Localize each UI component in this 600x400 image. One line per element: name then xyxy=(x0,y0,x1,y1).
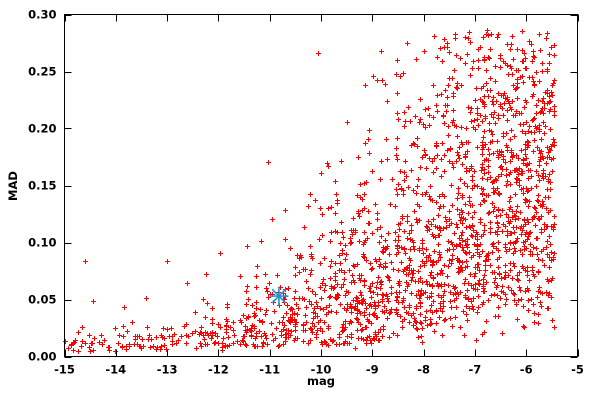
x-tick-labels: -15 -14 -13 -12 -11 -10 -9 -8 -7 -6 -5 xyxy=(54,363,584,377)
x-axis-title: mag xyxy=(307,374,335,388)
x-tick-label: -8 xyxy=(417,363,430,377)
x-tick-label: -6 xyxy=(520,363,533,377)
y-tick-label: 0.30 xyxy=(28,8,56,22)
tick-marks-layer xyxy=(64,14,580,359)
highlight-star-marker xyxy=(269,286,289,306)
y-tick-labels: 0.00 0.05 0.10 0.15 0.20 0.25 0.30 xyxy=(28,8,56,364)
x-tick-label: -5 xyxy=(571,363,584,377)
x-tick-label: -15 xyxy=(54,363,75,377)
scatter-points-red xyxy=(63,28,557,354)
x-tick-label: -7 xyxy=(469,363,482,377)
x-tick-label: -9 xyxy=(366,363,379,377)
data-points-layer xyxy=(63,28,557,354)
y-tick-label: 0.20 xyxy=(28,122,56,136)
x-tick-label: -10 xyxy=(311,363,332,377)
y-tick-label: 0.10 xyxy=(28,236,56,250)
x-tick-label: -11 xyxy=(259,363,280,377)
y-tick-label: 0.15 xyxy=(28,179,56,193)
y-tick-label: 0.25 xyxy=(28,65,56,79)
y-tick-label: 0.05 xyxy=(28,293,56,307)
x-tick-label: -13 xyxy=(157,363,178,377)
y-tick-label: 0.00 xyxy=(28,350,56,364)
highlight-marker-layer xyxy=(269,286,289,306)
x-tick-label: -12 xyxy=(208,363,229,377)
x-tick-label: -14 xyxy=(105,363,126,377)
y-axis-title: MAD xyxy=(6,171,20,201)
